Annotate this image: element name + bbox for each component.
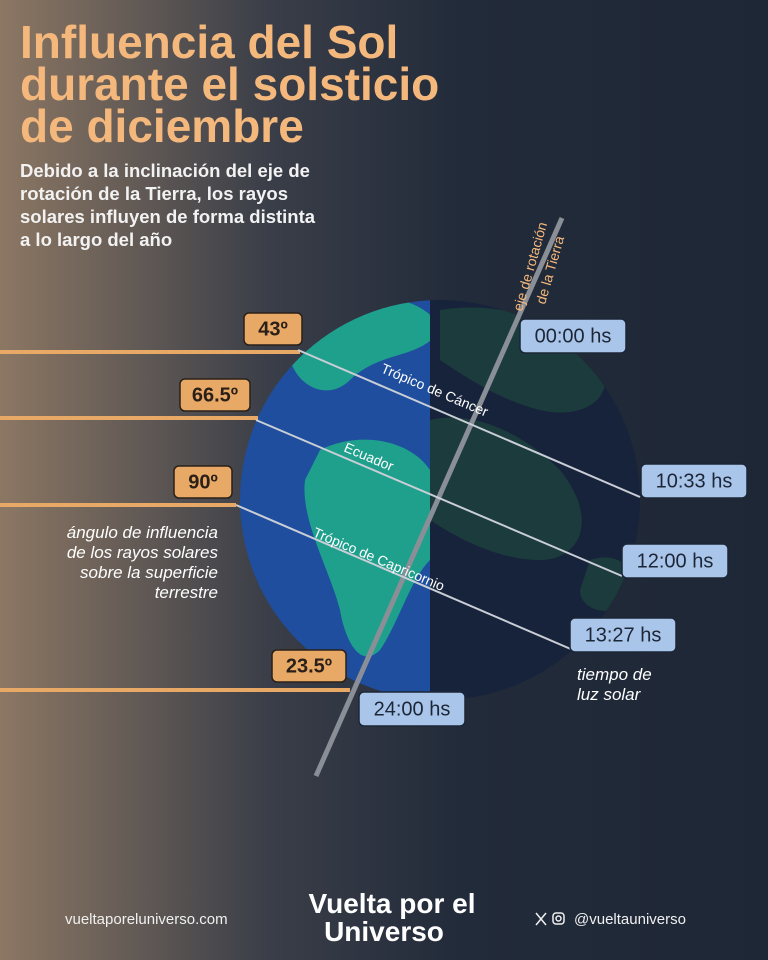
time-label: 13:27 hs [585,624,662,646]
website: vueltaporeluniverso.com [65,911,228,928]
angle-box [271,649,347,683]
title-line: Influencia del Sol [20,16,398,68]
brand-line: Vuelta por el [308,888,475,919]
angle-caption-line: de los rayos solares [67,543,219,562]
time-box [640,463,748,499]
subtitle-line: a lo largo del año [20,229,172,250]
subtitle-line: Debido a la inclinación del eje de [20,160,310,181]
time-label: 12:00 hs [637,550,714,572]
angle-label: 23.5º [286,655,332,677]
angle-caption-line: terrestre [155,583,218,602]
time-label: 24:00 hs [374,698,451,720]
time-box [621,543,729,579]
angle-caption-line: ángulo de influencia [67,523,218,542]
subtitle-line: solares influyen de forma distinta [20,206,316,227]
time-box [358,691,466,727]
time-box [519,318,627,354]
time-caption-line: tiempo de [577,665,652,684]
title-line: de diciembre [20,100,304,152]
angle-caption-line: sobre la superficie [80,563,218,582]
time-caption-line: luz solar [577,685,642,704]
angle-box [179,378,251,412]
parallel-line [235,504,574,651]
angle-label: 90º [188,471,218,493]
social-icons [535,912,565,926]
title-line: durante el solsticio [20,58,439,110]
brand-line: Universo [324,916,444,947]
time-label: 00:00 hs [535,325,612,347]
parallel-line [255,419,623,577]
angle-label: 66.5º [192,384,238,406]
angle-box [243,312,303,346]
angle-box [173,465,233,499]
time-label: 10:33 hs [656,470,733,492]
subtitle-line: rotación de la Tierra, los rayos [20,183,288,204]
time-box [569,617,677,653]
angle-label: 43º [258,318,288,340]
social-handle: @vueltauniverso [574,911,686,928]
parallel-line [297,349,641,498]
